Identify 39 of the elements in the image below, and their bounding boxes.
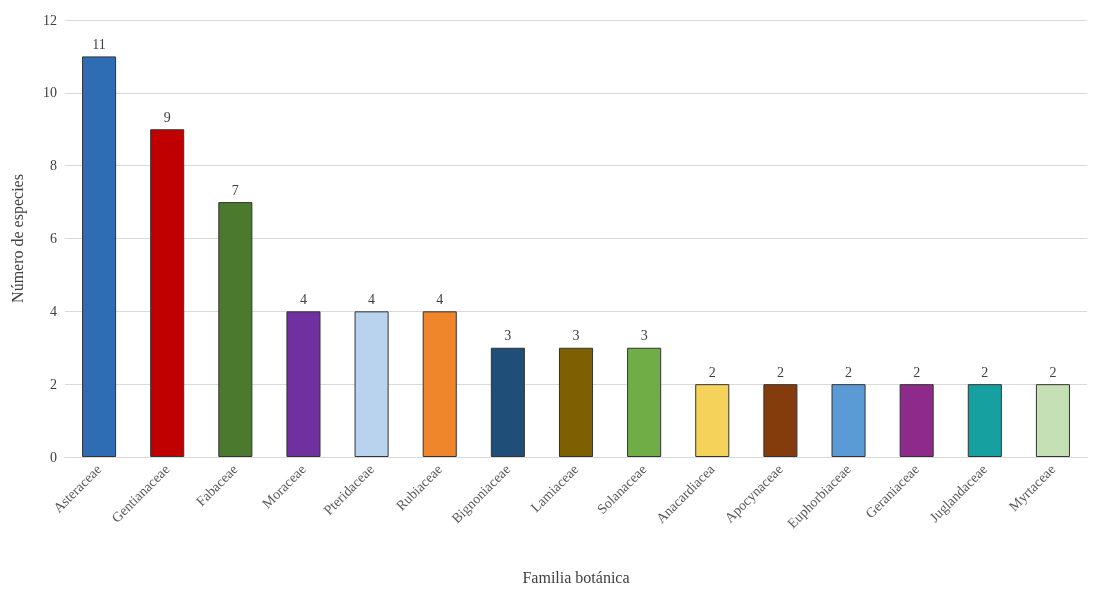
- bar: [831, 384, 866, 457]
- data-label: 9: [163, 109, 171, 125]
- data-label: 7: [231, 182, 239, 198]
- y-tick-label: 6: [50, 231, 57, 246]
- data-label: 4: [299, 291, 307, 307]
- data-label: 2: [981, 364, 989, 380]
- y-tick-label: 8: [50, 158, 57, 174]
- bar: [422, 311, 457, 457]
- bar: [627, 347, 662, 457]
- y-tick-label: 10: [43, 85, 57, 101]
- bar: [899, 384, 934, 457]
- data-label: 4: [368, 291, 376, 307]
- y-axis-title: Número de especies: [8, 174, 27, 303]
- y-tick-label: 0: [50, 449, 57, 465]
- bar: [558, 347, 594, 457]
- data-label: 2: [1049, 364, 1057, 380]
- bar: [354, 311, 389, 457]
- x-axis-title: Familia botánica: [522, 568, 630, 586]
- data-label: 11: [92, 36, 106, 52]
- y-tick-label: 4: [50, 303, 57, 319]
- bar: [286, 311, 321, 457]
- y-tick-label: 12: [43, 12, 57, 28]
- data-label: 2: [913, 364, 921, 380]
- bar: [967, 384, 1002, 457]
- bar: [490, 347, 525, 457]
- data-label: 3: [572, 328, 580, 344]
- data-label: 2: [845, 364, 853, 380]
- bar: [695, 384, 730, 457]
- data-label: 4: [436, 291, 444, 307]
- data-label: 3: [504, 328, 512, 344]
- bar: [82, 56, 117, 457]
- y-tick-label: 2: [50, 376, 57, 392]
- data-label: 2: [776, 364, 784, 380]
- bar: [763, 384, 798, 457]
- bar: [218, 202, 253, 457]
- bar: [1035, 384, 1070, 457]
- bar: [150, 129, 185, 457]
- data-label: 2: [708, 364, 716, 380]
- data-label: 3: [640, 328, 648, 344]
